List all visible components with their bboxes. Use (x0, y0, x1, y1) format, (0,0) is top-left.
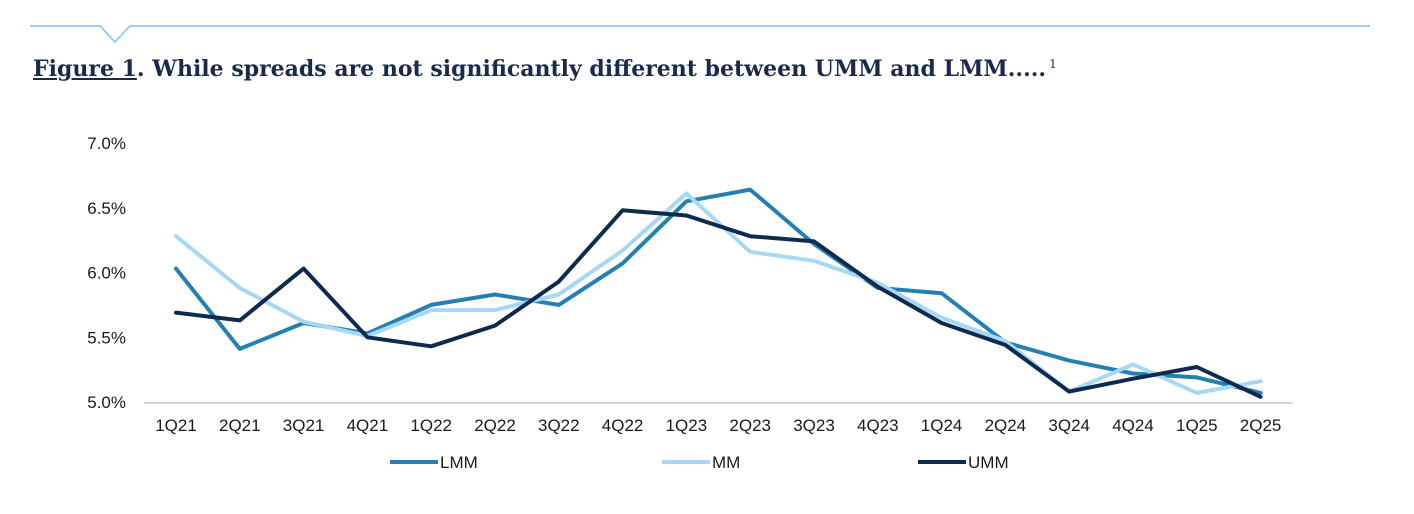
x-tick-label: 2Q21 (219, 416, 261, 435)
x-tick-label: 3Q21 (283, 416, 325, 435)
header-divider (30, 25, 1370, 44)
x-tick-label: 4Q21 (347, 416, 389, 435)
x-tick-label: 2Q22 (474, 416, 516, 435)
series-lines (174, 187, 1263, 399)
x-tick-label: 1Q21 (155, 416, 197, 435)
y-tick-label: 5.5% (87, 328, 126, 347)
x-tick-label: 2Q24 (985, 416, 1027, 435)
x-axis-labels: 1Q21 2Q21 3Q21 4Q21 1Q22 2Q22 3Q22 4Q22 1Q23 2Q23… (155, 416, 1281, 435)
series-line-umm (174, 208, 1263, 399)
x-tick-label: 3Q24 (1048, 416, 1090, 435)
y-axis-labels: 7.0% 6.5% 6.0% 5.5% 5.0% (87, 134, 126, 412)
x-tick-label: 1Q23 (666, 416, 708, 435)
x-tick-label: 3Q23 (793, 416, 835, 435)
x-tick-label: 1Q22 (410, 416, 452, 435)
x-tick-label: 3Q22 (538, 416, 580, 435)
header-divider-notch (30, 25, 1370, 44)
x-tick-label: 2Q25 (1240, 416, 1282, 435)
figure-caption: . While spreads are not significantly di… (136, 56, 1047, 82)
y-tick-label: 6.5% (87, 199, 126, 218)
x-tick-label: 4Q23 (857, 416, 899, 435)
figure-title: Figure 1. While spreads are not signific… (33, 56, 1057, 82)
figure-label: Figure 1 (33, 56, 137, 82)
x-tick-label: 1Q25 (1176, 416, 1218, 435)
legend: LMM MM UMM (390, 453, 1009, 472)
series-line-mm (174, 191, 1263, 395)
footnote-marker: 1 (1049, 56, 1057, 71)
legend-label-mm: MM (712, 453, 740, 472)
y-tick-label: 7.0% (87, 134, 126, 153)
x-tick-label: 1Q24 (921, 416, 963, 435)
y-tick-label: 5.0% (87, 393, 126, 412)
x-tick-label: 4Q22 (602, 416, 644, 435)
x-tick-label: 2Q23 (729, 416, 771, 435)
legend-label-lmm: LMM (440, 453, 478, 472)
y-tick-label: 6.0% (87, 264, 126, 283)
legend-label-umm: UMM (968, 453, 1009, 472)
x-tick-label: 4Q24 (1112, 416, 1154, 435)
